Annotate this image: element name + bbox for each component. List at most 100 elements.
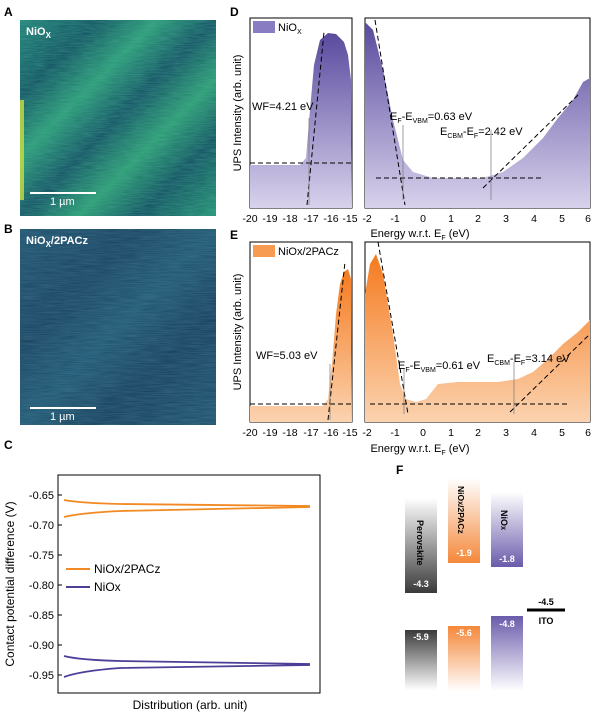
niox-2pacz-conduction-band <box>448 478 480 563</box>
tick-label: 4 <box>531 213 537 225</box>
tick-label: -0.80 <box>29 580 54 592</box>
afm-texture-niox-2pacz <box>20 229 216 425</box>
scale-bar <box>30 192 96 194</box>
xticks-right: -2 -1 0 1 2 3 4 5 6 <box>362 213 591 225</box>
afm-texture-niox <box>20 20 216 216</box>
niox-conduction-band <box>491 492 523 567</box>
tick-label: -0.85 <box>29 610 54 622</box>
niox-valence-band <box>491 616 523 691</box>
perovskite-label: Perovskite <box>415 520 425 566</box>
wf-label: WF=4.21 eV <box>252 101 314 113</box>
tick-label: -19 <box>262 427 277 439</box>
tick-label: -17 <box>303 427 318 439</box>
series-niox-upper <box>63 655 311 665</box>
wf-tangent <box>306 31 325 206</box>
tick-label: 4 <box>531 427 537 439</box>
tick-label: -19 <box>262 213 277 225</box>
scale-bar-label: 1 µm <box>50 196 75 208</box>
y-axis-label: UPS Intensity (arb. unit) <box>232 274 244 391</box>
tick-label: -1 <box>390 213 399 225</box>
panel-label-b: B <box>4 222 13 236</box>
tick-label: 5 <box>559 427 565 439</box>
tick-label: 1 <box>448 427 454 439</box>
wf-label: WF=5.03 eV <box>256 350 318 362</box>
tick-label: 3 <box>503 427 509 439</box>
yticks: -0.65 -0.70 -0.75 -0.80 -0.85 -0.90 -0.9… <box>29 490 54 682</box>
tick-label: -15 <box>342 427 357 439</box>
panel-label-c: C <box>4 438 13 452</box>
afm-image-niox: NiOX 1 µm <box>20 20 216 216</box>
y-axis-label: UPS Intensity (arb. unit) <box>232 55 244 172</box>
niox-2pacz-vb-value: -5.6 <box>456 628 472 638</box>
perovskite-cb-value: -4.3 <box>413 579 429 589</box>
afm-title-niox-2pacz: NiOX/2PACz <box>26 235 88 250</box>
energy-level-diagram: -4.3 Perovskite -5.9 -1.9 NiOX/2PACz -5.… <box>405 478 565 691</box>
tick-label: 1 <box>448 213 454 225</box>
xticks-left: -20 -19 -18 -17 -16 -15 <box>242 427 357 439</box>
vbm-tangent <box>374 19 406 206</box>
tick-label: 5 <box>559 213 565 225</box>
niox-vb-value: -4.8 <box>499 619 515 629</box>
tick-label: 0 <box>420 427 426 439</box>
panel-label-d: D <box>230 5 239 19</box>
x-axis-label: Energy w.r.t. EF (eV) <box>370 443 469 457</box>
ups-area-right <box>365 254 590 422</box>
x-axis-label: Energy w.r.t. EF (eV) <box>370 228 469 242</box>
tick-label: -18 <box>282 213 297 225</box>
perovskite-valence-band <box>405 630 437 690</box>
afm-image-niox-2pacz: NiOX/2PACz 1 µm <box>20 229 216 425</box>
tick-label: -16 <box>323 427 338 439</box>
xticks-right: -2 -1 0 1 2 3 4 5 6 <box>362 427 591 439</box>
tick-label: -2 <box>362 213 371 225</box>
niox-2pacz-valence-band <box>448 626 480 691</box>
legend-swatch <box>253 245 275 257</box>
tick-label: 2 <box>475 213 481 225</box>
wf-tangent <box>327 261 346 421</box>
tick-label: -0.70 <box>29 520 54 532</box>
tick-label: -0.65 <box>29 490 54 502</box>
legend-label: NiOX <box>278 22 302 36</box>
tick-label: -0.95 <box>29 670 54 682</box>
xticks-left: -20 -19 -18 -17 -16 -15 <box>242 213 357 225</box>
tick-label: -0.90 <box>29 640 54 652</box>
tick-label: -1 <box>390 427 399 439</box>
ito-value: -4.5 <box>538 597 554 607</box>
niox-2pacz-label: NiOX/2PACz <box>456 486 466 534</box>
afm-title-niox: NiOX <box>26 26 51 41</box>
series-niox-2pacz-upper <box>63 499 311 507</box>
tick-label: -15 <box>342 213 357 225</box>
legend-label-niox: NiOx <box>94 580 121 594</box>
panel-label-a: A <box>4 5 13 19</box>
perovskite-vb-value: -5.9 <box>413 632 429 642</box>
scale-bar <box>30 407 96 409</box>
tick-label: 3 <box>503 213 509 225</box>
niox-2pacz-cb-value: -1.9 <box>456 548 472 558</box>
tick-label: -17 <box>303 213 318 225</box>
cbm-tangent <box>482 94 579 189</box>
y-axis-label: Contact potential difference (V) <box>3 501 17 666</box>
perovskite-conduction-band <box>405 498 437 593</box>
tick-label: -2 <box>362 427 371 439</box>
vbm-tangent <box>377 241 409 415</box>
tick-label: -16 <box>323 213 338 225</box>
vbm-label: EF-EVBM=0.61 eV <box>398 360 481 374</box>
series-niox-2pacz-lower <box>63 506 311 518</box>
ups-area-left <box>250 269 352 422</box>
tick-label: 6 <box>585 213 591 225</box>
legend-label: NiOx/2PACz <box>278 246 339 258</box>
scale-bar-label: 1 µm <box>50 411 75 423</box>
ito-label: ITO <box>539 616 554 626</box>
panel-label-e: E <box>230 228 239 242</box>
kpfm-distribution-plot: -0.65 -0.70 -0.75 -0.80 -0.85 -0.90 -0.9… <box>3 474 321 712</box>
kpfm-frame <box>57 474 321 694</box>
ups-area-right <box>365 22 590 208</box>
niox-cb-value: -1.8 <box>499 554 515 564</box>
tick-label: -0.75 <box>29 550 54 562</box>
cbm-tangent <box>509 333 591 413</box>
legend-swatch <box>253 21 275 33</box>
ups-plot-niox: NiOX WF=4.21 eV EF-EVBM=0.63 eV ECBM-EF=… <box>232 17 591 242</box>
vbm-label: EF-EVBM=0.63 eV <box>390 111 473 125</box>
tick-label: 6 <box>585 427 591 439</box>
tick-label: -20 <box>242 213 257 225</box>
tick-label: 0 <box>420 213 426 225</box>
